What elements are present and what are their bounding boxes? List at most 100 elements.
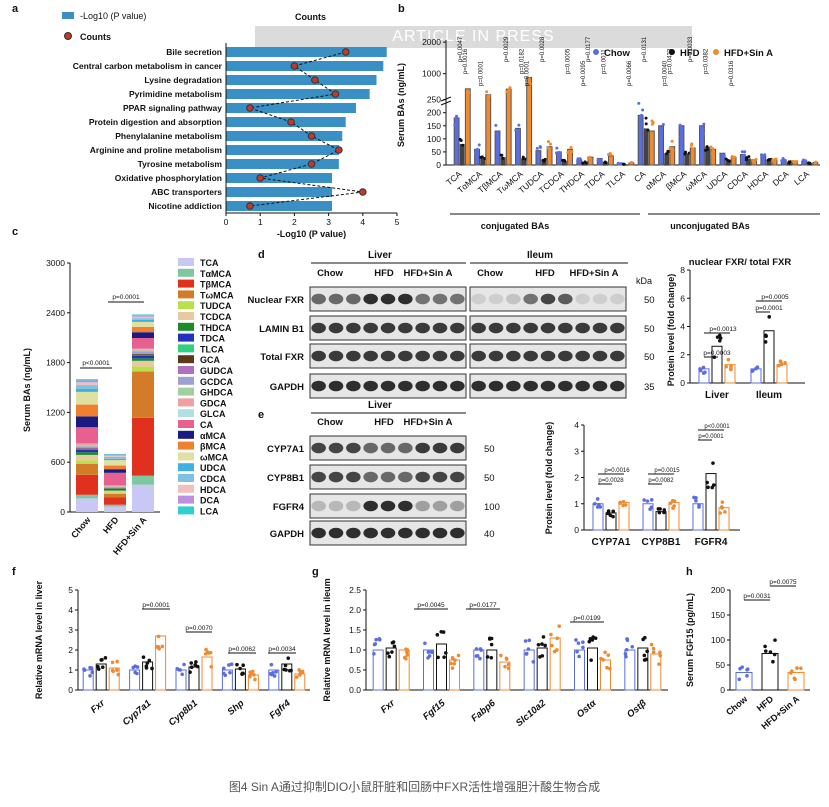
mrna-point: [372, 651, 376, 656]
counts-point: [359, 188, 367, 196]
ba-point: [608, 151, 612, 155]
blot-band: [471, 322, 486, 334]
ba-point: [679, 135, 683, 139]
blot-band: [471, 350, 486, 362]
y-tick-label: 6: [680, 293, 685, 303]
y-tick-label: 1: [68, 665, 73, 675]
ba-point: [743, 150, 747, 154]
ba-bar: [637, 114, 644, 166]
ba-bar: [766, 159, 772, 165]
ba-point: [665, 152, 669, 156]
fold-point: [703, 370, 707, 375]
fold-point: [750, 369, 755, 373]
ba-point: [535, 146, 539, 150]
ba-point: [586, 156, 590, 160]
fold-point: [711, 461, 715, 465]
ba-point: [467, 90, 471, 94]
y-tick-label: 200: [427, 108, 441, 118]
y-tick-label: 0: [60, 507, 65, 517]
tissue-label-ileum: Ileum: [527, 250, 553, 261]
mrna-point: [443, 651, 448, 655]
y-tick-label: 100: [711, 635, 725, 645]
mrna-point: [489, 636, 494, 641]
blot-band: [471, 380, 486, 392]
blot-row-label: GAPDH: [270, 529, 304, 540]
stack-segment: [104, 506, 126, 512]
ba-point: [813, 161, 817, 165]
species-label: αMCA: [200, 431, 227, 441]
blot-band: [311, 322, 326, 334]
category-label: TLCA: [604, 169, 627, 191]
mrna-point: [374, 637, 378, 642]
y-tick-label: 0: [720, 685, 725, 695]
stack-segment: [132, 326, 154, 333]
mrna-point: [552, 649, 557, 654]
pathway-label: Bile secretion: [166, 47, 222, 57]
blot-band: [346, 322, 361, 334]
mrna-point: [478, 647, 483, 651]
category-label: ωMCA: [683, 169, 709, 193]
ba-point: [690, 142, 694, 146]
group-label-ileum: Chow: [477, 268, 503, 279]
stack-segment: [104, 489, 126, 491]
gene-label: Cyp7a1: [121, 698, 154, 728]
group-label-liver: Chow: [317, 268, 343, 279]
fgf15-bar: [787, 672, 805, 691]
p-value-label: p<0.0001: [82, 360, 110, 367]
p-value-label: p=0.0316: [729, 60, 735, 86]
blot-band: [311, 293, 326, 305]
species-swatch: [178, 268, 194, 277]
mrna-point: [624, 647, 629, 652]
y-tick-label: 0: [680, 378, 685, 388]
mrna-point: [506, 666, 511, 671]
species-swatch: [178, 409, 194, 418]
p-value-label: p=0.0003: [703, 350, 731, 357]
p-value-label: p=0.0028: [540, 36, 546, 62]
pathway-bar: [226, 131, 343, 141]
blot-band: [506, 293, 521, 305]
stack-segment: [104, 504, 126, 507]
fold-point: [621, 499, 626, 504]
mrna-point: [499, 653, 503, 658]
fgf15-point: [799, 666, 803, 671]
legend-label-1: HFD: [680, 48, 700, 59]
ba-point: [661, 122, 665, 126]
pathway-label: Oxidative phosphorylation: [115, 173, 222, 183]
ba-point: [763, 153, 767, 157]
stack-segment: [104, 460, 126, 466]
blot-band: [488, 322, 504, 334]
blot-row-label: CYP7A1: [267, 444, 305, 455]
species-swatch: [178, 279, 194, 288]
p-value-label: p=0.0045: [417, 602, 445, 609]
mrna-point: [147, 658, 152, 663]
mrna-point: [527, 638, 532, 643]
blot-band: [328, 322, 344, 334]
ba-point: [576, 157, 580, 161]
fold-point: [728, 366, 733, 371]
counts-point: [331, 90, 340, 98]
stack-segment: [132, 318, 154, 320]
y-axis-label: Protein level (fold change): [666, 274, 676, 387]
y-tick-label: 2000: [422, 37, 441, 47]
ba-point: [710, 152, 714, 156]
blot-band: [415, 471, 430, 483]
mrna-bar: [536, 647, 548, 691]
mrna-bar: [499, 661, 511, 691]
p-value-label: p=0.0075: [769, 579, 797, 586]
blot-band: [415, 322, 430, 334]
fold-point: [645, 499, 650, 503]
blot-band: [488, 380, 504, 392]
fold-point: [662, 510, 666, 515]
fold-point: [777, 363, 781, 368]
ba-point: [644, 122, 648, 126]
ba-point: [528, 82, 532, 86]
gene-label: Ostβ: [625, 698, 649, 720]
fgf15-point: [795, 666, 799, 670]
blot-band: [380, 322, 396, 334]
stack-segment: [132, 350, 154, 352]
species-swatch: [178, 398, 194, 407]
blot-band: [398, 322, 413, 334]
species-swatch: [178, 366, 194, 374]
mrna-point: [429, 650, 434, 654]
p-value-label: p=0.0005: [565, 48, 571, 74]
